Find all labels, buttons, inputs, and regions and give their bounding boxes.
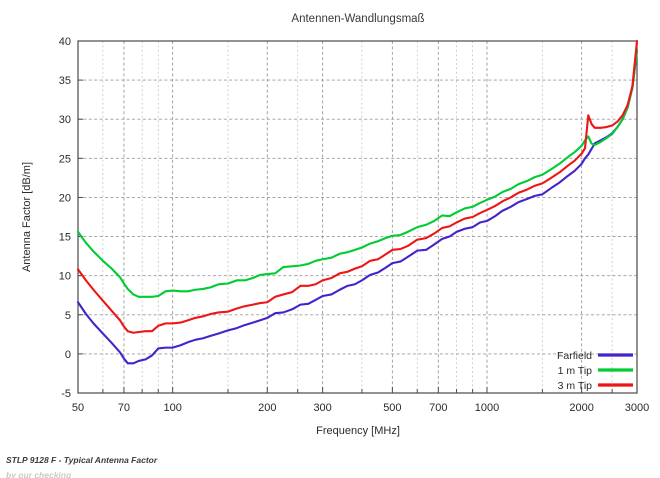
y-tick-label: 40: [59, 36, 71, 48]
minor-gridlines: [102, 41, 613, 393]
x-tick-label: 200: [258, 402, 276, 414]
legend-label-farfield: Farfield: [557, 350, 592, 362]
chart-title: Antennen-Wandlungsmaß: [291, 13, 424, 25]
plot-area-border: [77, 40, 638, 394]
x-tick-label: 500: [383, 402, 401, 414]
y-tick-label: -5: [61, 388, 71, 400]
data-series-group: [76, 39, 639, 365]
y-tick-label: 10: [59, 271, 71, 283]
major-gridlines: [78, 41, 637, 393]
x-tick-label: 300: [313, 402, 331, 414]
x-axis-title: Frequency [MHz]: [316, 425, 400, 437]
x-tick-label: 3000: [625, 402, 649, 414]
x-axis-ticks: 50 70 100 200 300 500 700 1000 2000 3000: [72, 387, 649, 414]
figure-caption-secondary: by our checking: [6, 470, 72, 478]
x-tick-label: 2000: [569, 402, 593, 414]
y-tick-label: 35: [59, 75, 71, 87]
x-tick-label: 50: [72, 402, 84, 414]
figure-caption-primary: STLP 9128 F - Typical Antenna Factor: [6, 455, 158, 465]
series-line-farfield: [76, 49, 639, 365]
y-tick-label: 15: [59, 232, 71, 244]
y-axis-title: Antenna Factor [dB/m]: [21, 162, 33, 272]
x-tick-label: 1000: [475, 402, 499, 414]
legend-label-1-m-tip: 1 m Tip: [558, 365, 593, 377]
chart-canvas: Antennen-Wandlungsmaß -5 0 5 10 15 20 25 30 35 40…: [0, 0, 660, 448]
chart-background: [0, 0, 660, 448]
y-tick-label: 5: [65, 310, 71, 322]
legend-label-3-m-tip: 3 m Tip: [558, 380, 593, 392]
y-tick-label: 30: [59, 114, 71, 126]
series-line-3-m-tip: [76, 39, 639, 334]
x-tick-label: 70: [118, 402, 130, 414]
y-tick-label: 25: [59, 153, 71, 165]
chart-legend: Farfield 1 m Tip 3 m Tip: [557, 350, 633, 392]
y-tick-label: 0: [65, 349, 71, 361]
x-tick-label: 700: [429, 402, 447, 414]
series-line-1-m-tip: [76, 49, 639, 298]
y-tick-label: 20: [59, 192, 71, 204]
x-tick-label: 100: [163, 402, 181, 414]
